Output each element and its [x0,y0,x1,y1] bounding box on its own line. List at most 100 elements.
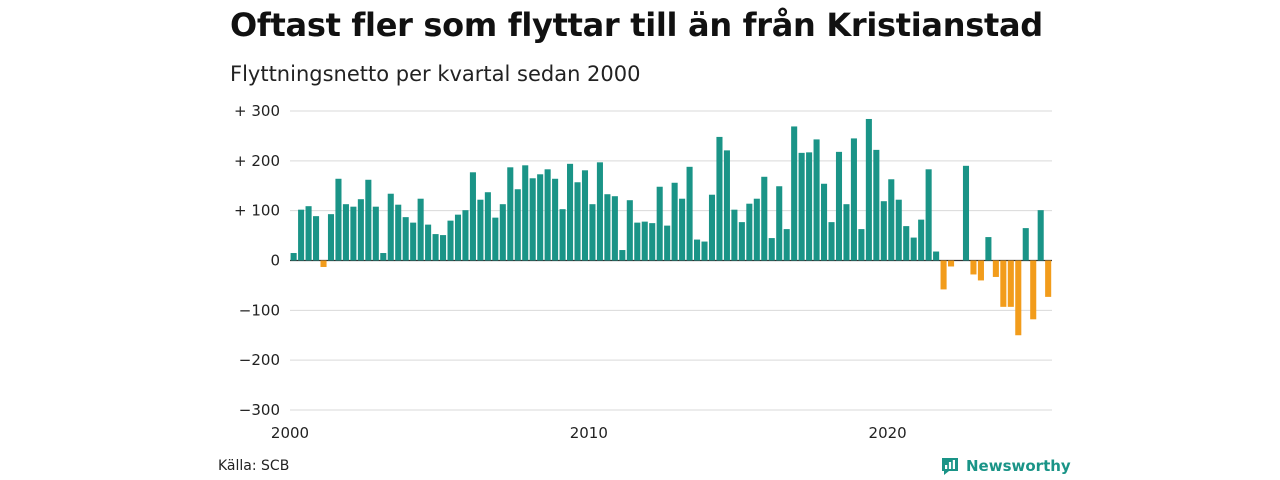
y-tick-label: + 100 [234,202,280,220]
bar [522,165,529,261]
bar [888,179,895,261]
bar [850,138,857,261]
bar [604,194,611,261]
bar [679,198,686,261]
bar [753,198,760,261]
bar [806,152,813,261]
bar [873,149,880,261]
bar [1000,260,1007,307]
bar [925,169,932,261]
bar [903,226,910,261]
bar [529,178,536,261]
bar [858,229,865,261]
bar [761,176,768,261]
bar [970,260,977,275]
x-axis-ticks: 2000 2010 2020 [271,424,907,442]
newsworthy-logo-icon [942,458,958,475]
bar [776,186,783,261]
bar [410,222,417,261]
bar [514,189,521,261]
bar [791,126,798,261]
source-note: Källa: SCB [218,458,290,474]
bar [372,206,379,261]
chart-title: Oftast fler som flyttar till än från Kri… [230,6,1043,44]
bar [425,224,432,261]
bar [320,260,327,267]
bar [992,260,999,277]
bar [290,253,297,261]
bar [895,199,902,261]
bar [828,222,835,261]
y-tick-label: −100 [239,301,280,319]
bar [327,214,335,261]
bar [865,118,872,261]
bar [843,204,850,261]
bar [357,199,364,261]
bar [596,162,603,261]
bar [783,229,790,261]
bar [686,166,693,261]
bar [544,169,551,261]
bar [1015,260,1022,336]
bar [477,199,484,261]
bar [589,204,596,261]
bar [821,183,828,261]
bar [813,139,820,261]
chart-subtitle: Flyttningsnetto per kvartal sedan 2000 [230,62,641,86]
bar [933,251,940,261]
bar [492,217,499,261]
bar [940,260,947,290]
bar [634,222,641,261]
bar [440,235,447,261]
bar [537,174,544,261]
bar [559,209,566,261]
x-tick-label: 2010 [570,424,608,442]
bar [417,198,424,261]
bar [1030,260,1037,320]
bar [484,192,491,261]
bar [1037,210,1044,261]
x-tick-label: 2020 [869,424,907,442]
bar [581,170,589,261]
bar [962,165,970,261]
bar [305,206,312,261]
y-tick-label: −300 [239,401,280,419]
bar [432,234,439,261]
bar [641,221,648,261]
bar [619,250,626,261]
bar [365,179,372,261]
y-tick-label: −200 [239,351,280,369]
bar [507,167,514,261]
bar [335,178,342,261]
bar [313,216,320,261]
y-tick-label: 0 [270,252,280,270]
bars [290,118,1052,336]
bar [649,223,656,261]
bar [708,194,716,261]
bar [454,214,462,261]
bar [447,220,454,261]
bar [462,210,469,261]
bar [694,239,701,261]
bar [656,186,663,261]
bar [395,204,402,261]
bar [977,260,984,281]
bar [350,206,357,261]
bar [948,260,955,267]
bar [985,237,992,261]
bar [298,209,305,261]
bar [499,204,506,261]
bar [746,203,753,261]
bar [716,136,723,261]
bar [768,238,775,261]
brand-logo[interactable]: Newsworthy [940,456,1071,476]
bar [835,151,843,261]
bar [738,222,745,261]
bar [664,225,671,261]
bar [731,209,738,261]
bar [380,253,387,261]
bar [723,150,730,261]
bar [387,193,394,261]
bar [342,204,349,261]
